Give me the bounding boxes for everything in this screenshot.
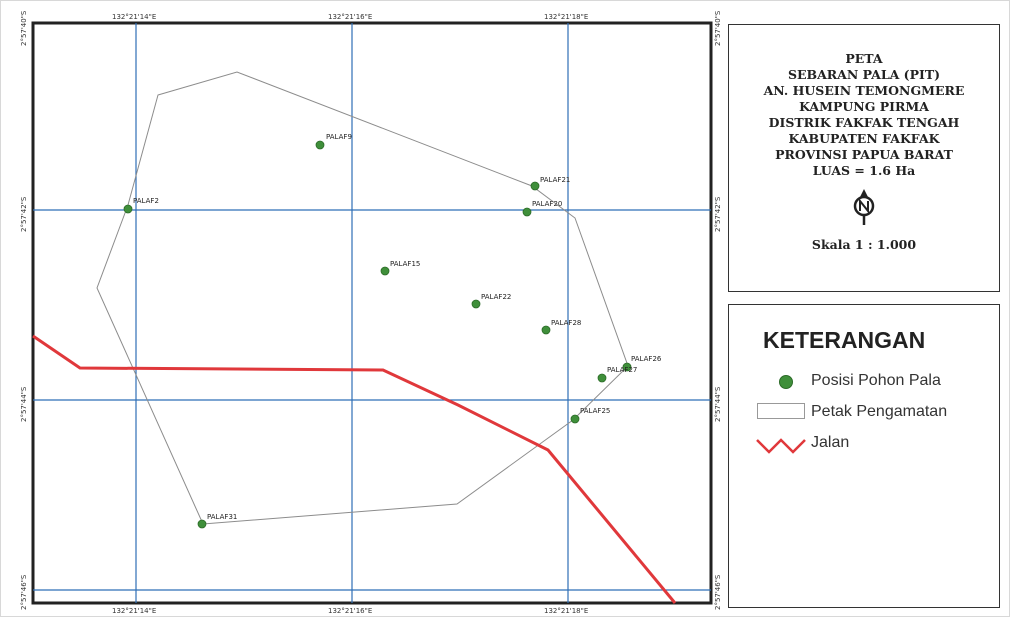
legend-item-road: Jalan [755,432,995,454]
tree-point-palaf27 [597,373,607,383]
legend-label-tree: Posisi Pohon Pala [811,372,941,389]
title-line-7: PROVINSI PAPUA BARAT [775,147,953,162]
point-label-palaf31: PALAF31 [207,513,237,521]
lon-label-bottom-1: 132°21'14"E [112,607,156,615]
lat-label-right-1: 2°57'40"S [714,10,722,46]
tree-point-palaf20 [522,207,532,217]
legend-item-tree: Posisi Pohon Pala [755,370,995,392]
point-label-palaf25: PALAF25 [580,407,610,415]
tree-point-palaf25 [570,414,580,424]
point-label-palaf26: PALAF26 [631,355,662,363]
legend-label-road: Jalan [811,434,850,451]
tree-point-palaf28 [541,325,551,335]
point-label-palaf2: PALAF2 [133,197,159,205]
lat-label-right-3: 2°57'44"S [714,386,722,422]
tree-point-palaf9 [315,140,325,150]
point-label-palaf9: PALAF9 [326,133,352,141]
map-title: PETA SEBARAN PALA (PIT) AN. HUSEIN TEMON… [729,51,999,179]
lat-label-left-3: 2°57'44"S [20,386,28,422]
lat-label-right-4: 2°57'46"S [714,574,722,610]
point-label-palaf28: PALAF28 [551,319,581,327]
legend-label-plot: Petak Pengamatan [811,403,948,420]
tree-point-palaf31 [197,519,207,529]
lat-label-right-2: 2°57'42"S [714,196,722,232]
map-frame [31,21,713,605]
legend-panel: KETERANGAN Posisi Pohon Pala Petak Penga… [728,304,1000,608]
tree-point-palaf26 [622,362,632,372]
point-label-palaf22: PALAF22 [481,293,511,301]
tree-point-palaf2 [123,204,133,214]
lat-label-left-2: 2°57'42"S [20,196,28,232]
title-line-5: DISTRIK FAKFAK TENGAH [768,115,960,130]
lat-label-left-4: 2°57'46"S [20,574,28,610]
green-dot-icon [755,370,811,392]
tree-point-palaf15 [380,266,390,276]
lon-label-top-2: 132°21'16"E [328,13,372,21]
title-line-1: PETA [845,51,883,66]
legend-item-plot: Petak Pengamatan [755,401,995,423]
point-label-palaf21: PALAF21 [540,176,570,184]
tree-point-palaf21 [530,181,540,191]
tree-point-palaf22 [471,299,481,309]
red-line-icon [756,438,806,454]
title-line-3: AN. HUSEIN TEMONGMERE [763,83,965,98]
graticule [33,23,711,603]
road-line [32,334,677,604]
title-line-2: SEBARAN PALA (PIT) [787,67,941,82]
lon-label-bottom-3: 132°21'18"E [544,607,588,615]
tree-points [123,140,632,529]
outline-rect-icon [755,401,811,423]
lon-label-top-3: 132°21'18"E [544,13,588,21]
lon-label-bottom-2: 132°21'16"E [328,607,372,615]
map-scale: Skala 1 : 1.000 [811,237,917,252]
north-arrow-icon [853,189,875,225]
point-label-palaf15: PALAF15 [390,260,420,268]
legend-title: KETERANGAN [763,327,926,353]
point-label-palaf20: PALAF20 [532,200,562,208]
point-label-palaf27: PALAF27 [607,366,637,374]
title-line-4: KAMPUNG PIRMA [799,99,929,114]
title-line-8: LUAS = 1.6 Ha [812,163,916,178]
lon-label-top-1: 132°21'14"E [112,13,156,21]
title-panel: PETA SEBARAN PALA (PIT) AN. HUSEIN TEMON… [728,24,1000,292]
title-line-6: KABUPATEN FAKFAK [788,131,940,146]
lat-label-left-1: 2°57'40"S [20,10,28,46]
